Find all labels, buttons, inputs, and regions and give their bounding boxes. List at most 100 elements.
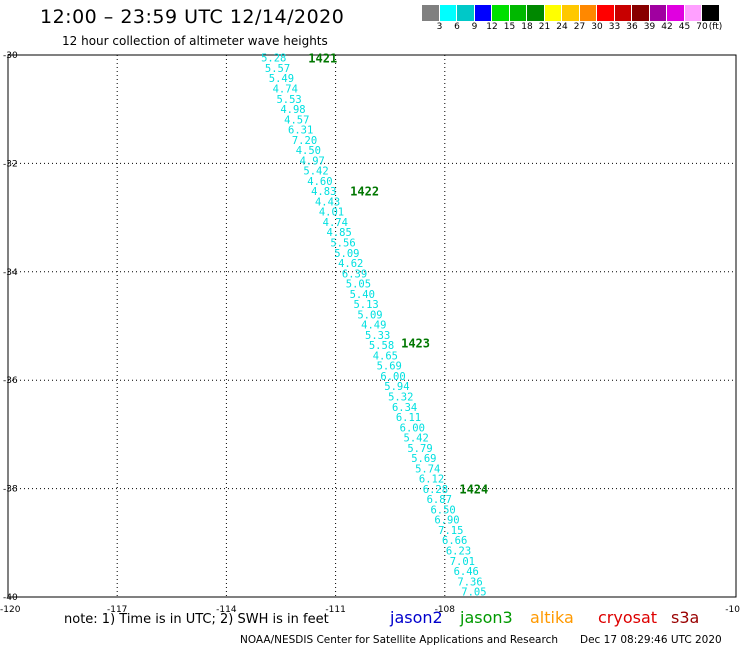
wave-height-value: 6.50 <box>430 504 455 516</box>
legend-swatch <box>457 5 475 21</box>
wave-height-value: 4.62 <box>338 258 363 270</box>
wave-height-value: 4.83 <box>311 186 336 198</box>
legend-unit: (ft) <box>708 22 723 32</box>
wave-height-value: 5.57 <box>265 63 290 75</box>
wave-height-value: 7.36 <box>457 576 482 588</box>
legend-swatch <box>632 5 650 21</box>
legend-label: 39 <box>643 22 656 32</box>
wave-height-value: 5.69 <box>377 361 402 373</box>
wave-height-value: 7.20 <box>292 135 317 147</box>
page-subtitle: 12 hour collection of altimeter wave hei… <box>62 34 328 48</box>
map-frame <box>7 54 737 598</box>
wave-height-value: 5.94 <box>384 381 409 393</box>
wave-height-value: 5.33 <box>365 330 390 342</box>
mission-label: s3a <box>671 608 700 627</box>
legend-swatch <box>562 5 580 21</box>
legend-swatch <box>579 5 597 21</box>
wave-height-value: 5.09 <box>334 248 359 260</box>
legend-label: 42 <box>661 22 673 32</box>
x-tick-label: -10 <box>725 605 740 615</box>
wave-height-value: 5.49 <box>269 73 294 85</box>
legend-label: 30 <box>591 22 603 32</box>
wave-height-value: 4.01 <box>319 207 344 219</box>
legend-label: 45 <box>678 22 691 32</box>
wave-height-value: 6.28 <box>423 484 448 496</box>
legend-swatch <box>597 5 615 21</box>
x-tick-label: -108 <box>435 605 456 615</box>
wave-height-value: 5.09 <box>357 309 382 321</box>
legend-swatch <box>422 5 440 21</box>
wave-height-value: 5.56 <box>330 238 355 250</box>
legend-label: 9 <box>471 22 478 32</box>
wave-height-value: 4.49 <box>361 320 386 332</box>
legend-label: 18 <box>521 22 533 32</box>
wave-height-value: 5.42 <box>404 433 429 445</box>
mission-label: cryosat <box>598 608 658 627</box>
wave-height-value: 5.28 <box>261 53 286 65</box>
wave-height-value: 6.12 <box>419 474 444 486</box>
wave-height-value: 5.42 <box>303 166 328 178</box>
wave-height-value: 6.00 <box>380 371 405 383</box>
wave-height-value: 5.74 <box>415 463 440 475</box>
wave-height-value: 5.53 <box>276 94 301 106</box>
mission-label: jason2 <box>390 608 443 627</box>
legend-swatch <box>684 5 702 21</box>
track-time-label: 1424 <box>459 483 488 497</box>
y-tick-label: -30 <box>3 51 18 61</box>
wave-height-value: 6.46 <box>454 566 479 578</box>
wave-height-value: 6.00 <box>400 422 425 434</box>
legend-label: 27 <box>573 22 586 32</box>
y-tick-label: -40 <box>3 593 18 603</box>
legend-swatch <box>492 5 510 21</box>
mission-label: altika <box>530 608 574 627</box>
wave-height-value: 4.74 <box>273 84 298 96</box>
color-scale-labels: 3 6 9 12 15 18 21 24 27 30 33 36 39 42 45 70 (ft) <box>422 22 740 34</box>
x-tick-label: -114 <box>216 605 237 615</box>
wave-height-value: 7.05 <box>461 587 486 599</box>
timestamp: Dec 17 08:29:46 UTC 2020 <box>580 634 722 646</box>
legend-label: 24 <box>556 22 568 32</box>
legend-swatch <box>474 5 492 21</box>
legend-label: 15 <box>503 22 516 32</box>
legend-label: 6 <box>454 22 460 32</box>
wave-height-value: 5.05 <box>346 279 371 291</box>
wave-height-value: 4.57 <box>284 114 309 126</box>
wave-height-value: 5.58 <box>369 340 394 352</box>
wave-height-value: 4.85 <box>327 227 352 239</box>
mission-label: jason3 <box>460 608 513 627</box>
legend-swatch <box>649 5 667 21</box>
legend-swatch <box>527 5 545 21</box>
page-title: 12:00 – 23:59 UTC 12/14/2020 <box>40 6 345 28</box>
legend-label: 12 <box>486 22 498 32</box>
wave-height-value: 5.69 <box>411 453 436 465</box>
wave-height-value: 4.50 <box>296 145 321 157</box>
legend-swatch <box>439 5 457 21</box>
credit-text: NOAA/NESDIS Center for Satellite Applica… <box>240 634 558 646</box>
legend-label: 21 <box>538 22 551 32</box>
legend-swatch <box>667 5 685 21</box>
wave-height-value: 5.13 <box>353 299 378 311</box>
legend-swatch <box>702 5 720 21</box>
y-tick-label: -32 <box>3 159 18 169</box>
wave-height-value: 4.65 <box>373 350 398 362</box>
y-tick-label: -34 <box>3 268 18 278</box>
x-tick-label: -117 <box>107 605 127 615</box>
wave-height-value: 4.97 <box>300 155 325 167</box>
y-tick-label: -36 <box>3 376 18 386</box>
wave-height-value: 6.31 <box>288 125 313 137</box>
wave-height-value: 5.79 <box>407 443 432 455</box>
y-tick-label: -38 <box>3 485 18 495</box>
wave-height-value: 4.60 <box>307 176 332 188</box>
x-tick-label: -120 <box>0 605 21 615</box>
wave-height-value: 6.39 <box>342 268 367 280</box>
legend-swatch <box>614 5 632 21</box>
legend-swatch <box>509 5 527 21</box>
wave-height-value: 6.87 <box>427 494 452 506</box>
track-time-label: 1423 <box>401 336 430 350</box>
wave-height-value: 5.40 <box>350 289 375 301</box>
legend-swatch <box>544 5 562 21</box>
wave-height-value: 6.11 <box>396 412 421 424</box>
track-time-label: 1421 <box>308 52 337 66</box>
wave-height-value: 6.34 <box>392 402 417 414</box>
legend-label: 70 <box>696 22 708 32</box>
